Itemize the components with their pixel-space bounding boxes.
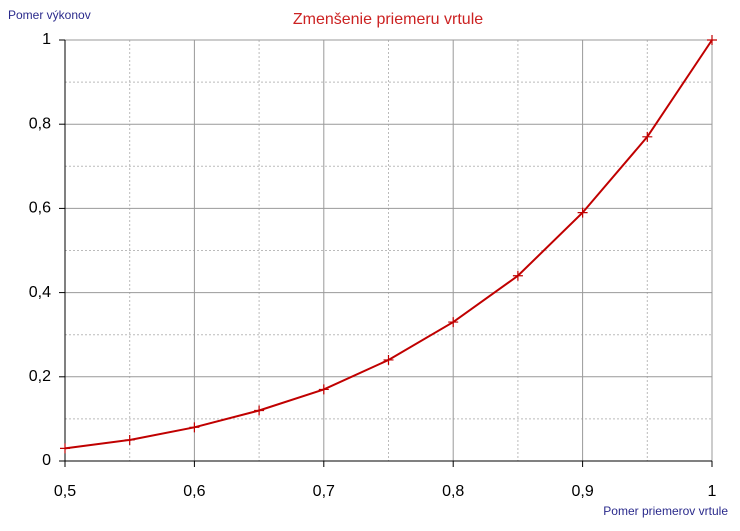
point-marker [577,207,588,218]
y-tick-label: 0,2 [29,368,51,385]
y-tick-label: 0,4 [29,284,51,301]
y-tick-label: 0,8 [29,115,51,132]
point-marker [318,384,329,395]
chart-title: Zmenšenie priemeru vrtule [293,11,483,28]
y-tick-label: 0 [42,452,51,469]
point-marker [642,131,653,142]
point-marker [448,317,459,328]
point-marker [124,434,135,445]
x-tick-label: 0,6 [183,483,205,500]
point-marker [189,422,200,433]
y-axis-label: Pomer výkonov [8,8,91,22]
y-tick-label: 0,6 [29,200,51,217]
point-marker [60,443,70,454]
y-tick-label: 1 [42,31,51,48]
x-tick-label: 1 [708,483,717,500]
x-axis-label: Pomer priemerov vrtule [603,504,728,518]
x-tick-label: 0,8 [442,483,464,500]
point-marker [512,270,523,281]
x-tick-label: 0,9 [571,483,593,500]
x-tick-label: 0,7 [313,483,335,500]
x-tick-label: 0,5 [54,483,76,500]
point-marker [254,405,265,416]
point-marker [707,35,717,45]
point-marker [383,354,394,365]
